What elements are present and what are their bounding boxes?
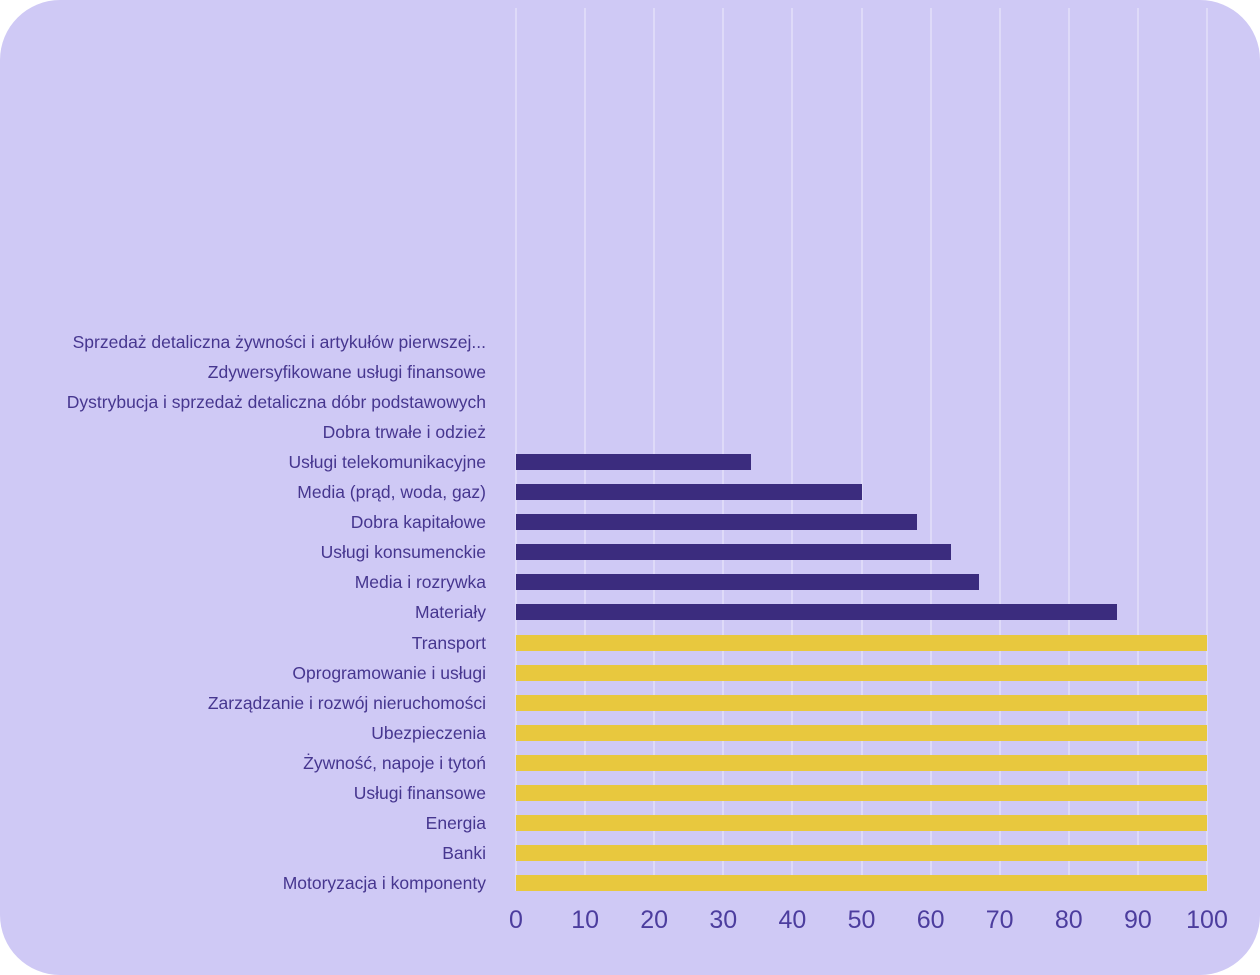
bar-16[interactable]: [516, 784, 1207, 801]
gridline-100: [1206, 8, 1208, 891]
bar-8[interactable]: [516, 544, 952, 561]
bar-13[interactable]: [516, 694, 1207, 711]
x-tick-label-80: 80: [1054, 906, 1083, 934]
bar-6[interactable]: [516, 484, 862, 501]
x-tick-label-10: 10: [571, 906, 599, 934]
x-tick-label-90: 90: [1123, 906, 1152, 934]
bar-11[interactable]: [516, 634, 1207, 651]
x-tick-label-30: 30: [709, 906, 738, 934]
bar-19[interactable]: [516, 874, 1207, 891]
bar-7[interactable]: [516, 514, 917, 531]
x-tick-label-40: 40: [778, 906, 807, 934]
x-tick-label-50: 50: [847, 906, 876, 934]
gridline-70: [998, 8, 1001, 891]
gridline-60: [929, 8, 932, 891]
bar-10[interactable]: [516, 604, 1118, 621]
bar-5[interactable]: [516, 454, 751, 471]
x-tick-label-0: 0: [509, 906, 523, 934]
gridline-80: [1067, 8, 1070, 891]
gridline-90: [1136, 8, 1139, 891]
bar-15[interactable]: [516, 754, 1207, 771]
bar-9[interactable]: [516, 574, 979, 591]
x-tick-label-100: 100: [1186, 906, 1228, 934]
gridline-10: [584, 8, 587, 891]
gridline-30: [722, 8, 725, 891]
bar-14[interactable]: [516, 724, 1207, 741]
bar-17[interactable]: [516, 814, 1207, 831]
x-tick-label-70: 70: [985, 906, 1014, 934]
bar-12[interactable]: [516, 664, 1207, 681]
x-tick-label-20: 20: [640, 906, 669, 934]
gridline-40: [791, 8, 794, 891]
gridline-20: [653, 8, 656, 891]
x-tick-label-60: 60: [916, 906, 945, 934]
gridline-50: [860, 8, 863, 891]
gridline-0: [515, 8, 517, 891]
bar-18[interactable]: [516, 844, 1207, 861]
